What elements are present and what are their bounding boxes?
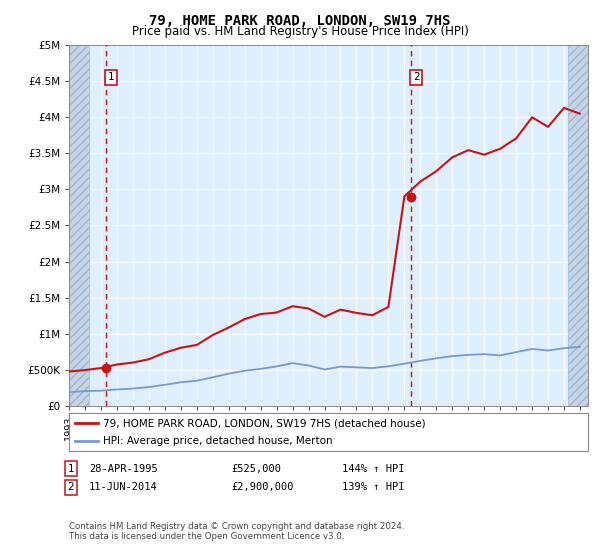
Text: 79, HOME PARK ROAD, LONDON, SW19 7HS: 79, HOME PARK ROAD, LONDON, SW19 7HS — [149, 14, 451, 28]
Text: HPI: Average price, detached house, Merton: HPI: Average price, detached house, Mert… — [103, 436, 332, 446]
Text: 1: 1 — [107, 72, 115, 82]
Text: 1: 1 — [67, 464, 74, 474]
Text: 144% ↑ HPI: 144% ↑ HPI — [342, 464, 404, 474]
Text: Price paid vs. HM Land Registry's House Price Index (HPI): Price paid vs. HM Land Registry's House … — [131, 25, 469, 38]
Text: 2: 2 — [413, 72, 419, 82]
Bar — [69, 45, 89, 406]
Text: 79, HOME PARK ROAD, LONDON, SW19 7HS (detached house): 79, HOME PARK ROAD, LONDON, SW19 7HS (de… — [103, 418, 425, 428]
Bar — [568, 45, 588, 406]
Text: 2: 2 — [67, 482, 74, 492]
Text: Contains HM Land Registry data © Crown copyright and database right 2024.
This d: Contains HM Land Registry data © Crown c… — [69, 522, 404, 542]
Text: 11-JUN-2014: 11-JUN-2014 — [89, 482, 158, 492]
Text: 139% ↑ HPI: 139% ↑ HPI — [342, 482, 404, 492]
Text: £2,900,000: £2,900,000 — [231, 482, 293, 492]
FancyBboxPatch shape — [69, 413, 588, 451]
Text: £525,000: £525,000 — [231, 464, 281, 474]
Text: 28-APR-1995: 28-APR-1995 — [89, 464, 158, 474]
